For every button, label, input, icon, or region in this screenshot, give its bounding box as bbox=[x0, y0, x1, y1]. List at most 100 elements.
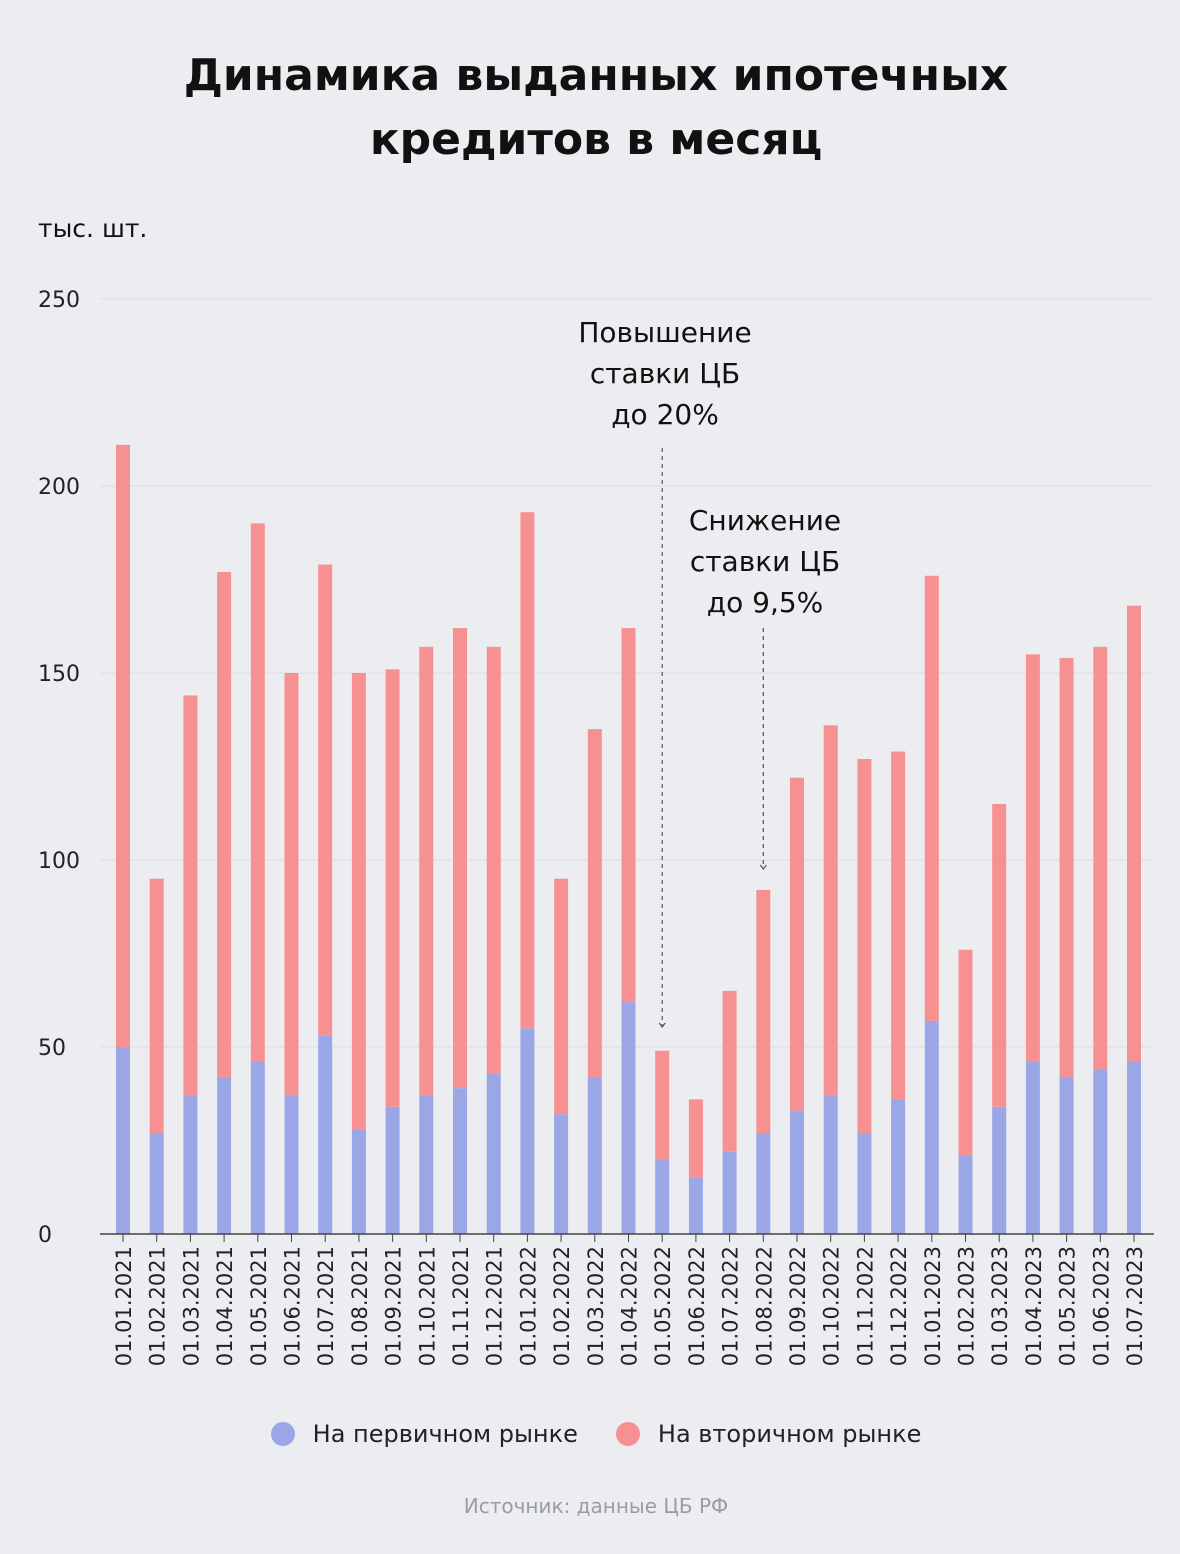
bar-segment-secondary bbox=[857, 759, 872, 1134]
annotation-arrowhead bbox=[658, 1022, 666, 1028]
annotation-text: до 9,5% bbox=[707, 586, 824, 619]
x-tick-label: 01.03.2023 bbox=[988, 1246, 1012, 1366]
bar-segment-primary bbox=[217, 1076, 232, 1234]
annotation-arrowhead bbox=[759, 864, 767, 870]
y-tick-label: 150 bbox=[38, 662, 80, 687]
bar-segment-secondary bbox=[149, 878, 164, 1134]
x-tick-label: 01.06.2022 bbox=[685, 1246, 709, 1366]
chart-title-line-2: кредитов в месяц bbox=[369, 114, 823, 165]
bar-segment-primary bbox=[486, 1073, 501, 1234]
bar-segment-secondary bbox=[1059, 658, 1074, 1077]
bar-segment-primary bbox=[655, 1159, 670, 1234]
bar-segment-primary bbox=[250, 1061, 265, 1234]
bar-segment-primary bbox=[823, 1095, 838, 1234]
bar-segment-secondary bbox=[1025, 654, 1040, 1062]
x-tick-label: 01.04.2023 bbox=[1022, 1246, 1046, 1366]
x-tick-label: 01.10.2022 bbox=[820, 1246, 844, 1366]
y-tick-label: 0 bbox=[38, 1223, 52, 1248]
annotation-text: Повышение bbox=[578, 316, 751, 349]
bar-segment-primary bbox=[621, 1002, 636, 1234]
bar-segment-primary bbox=[1025, 1061, 1040, 1234]
legend-label-secondary: На вторичном рынке bbox=[657, 1420, 922, 1448]
bar-segment-secondary bbox=[1127, 605, 1141, 1062]
y-tick-label: 200 bbox=[38, 475, 80, 500]
bar-segment-primary bbox=[891, 1099, 906, 1234]
bar-segment-secondary bbox=[756, 889, 771, 1134]
bar-segment-secondary bbox=[790, 777, 804, 1111]
bar-segment-primary bbox=[1127, 1061, 1141, 1234]
x-tick-label: 01.01.2022 bbox=[516, 1246, 540, 1366]
source-note: Источник: данные ЦБ РФ bbox=[463, 1494, 729, 1518]
x-tick-label: 01.01.2023 bbox=[921, 1246, 945, 1366]
bar-segment-primary bbox=[756, 1133, 771, 1234]
y-axis-unit-label: тыс. шт. bbox=[38, 214, 148, 243]
bar-segment-primary bbox=[587, 1076, 602, 1234]
bar-segment-secondary bbox=[453, 628, 467, 1089]
x-tick-label: 01.08.2021 bbox=[348, 1246, 372, 1366]
bar-segment-secondary bbox=[958, 949, 973, 1156]
x-tick-label: 01.12.2022 bbox=[887, 1246, 911, 1366]
bar-segment-secondary bbox=[217, 572, 232, 1077]
bar-segment-secondary bbox=[992, 803, 1007, 1107]
bar-segment-primary bbox=[958, 1155, 973, 1234]
bar-segment-primary bbox=[453, 1088, 467, 1234]
bar-segment-primary bbox=[992, 1106, 1007, 1234]
bar-segment-primary bbox=[385, 1106, 400, 1234]
bar-segment-secondary bbox=[116, 444, 130, 1047]
bar-segment-primary bbox=[790, 1110, 804, 1234]
bar-segment-secondary bbox=[520, 512, 535, 1029]
bar-segment-primary bbox=[318, 1035, 333, 1234]
bar-segment-primary bbox=[520, 1028, 535, 1234]
x-tick-label: 01.05.2021 bbox=[247, 1246, 271, 1366]
bar-segment-primary bbox=[554, 1114, 569, 1234]
stacked-bar-chart: 0 50 100 150 200 250 01.01.2021 01.02.2021 01.03… bbox=[38, 288, 1154, 1366]
bar-segment-secondary bbox=[486, 646, 501, 1074]
bar-segment-secondary bbox=[722, 990, 737, 1152]
bar-segment-primary bbox=[351, 1129, 366, 1234]
annotation-text: до 20% bbox=[611, 398, 719, 431]
x-tick-label: 01.02.2022 bbox=[550, 1246, 574, 1366]
bar-segment-primary bbox=[419, 1095, 434, 1234]
bar-segment-secondary bbox=[385, 669, 400, 1107]
bar-segment-primary bbox=[857, 1133, 872, 1234]
x-tick-label: 01.12.2021 bbox=[483, 1246, 507, 1366]
bar-segment-secondary bbox=[284, 673, 299, 1096]
x-tick-label: 01.10.2021 bbox=[415, 1246, 439, 1366]
bar-segment-secondary bbox=[924, 575, 939, 1021]
x-tick-label: 01.09.2022 bbox=[786, 1246, 810, 1366]
bar-segment-primary bbox=[1059, 1076, 1074, 1234]
legend-item-primary: На первичном рынке bbox=[270, 1420, 578, 1448]
x-tick-label: 01.07.2023 bbox=[1123, 1246, 1147, 1366]
bar-segment-primary bbox=[116, 1047, 130, 1234]
legend-swatch-secondary bbox=[615, 1422, 640, 1446]
x-tick-label: 01.09.2021 bbox=[382, 1246, 406, 1366]
y-tick-label: 100 bbox=[38, 849, 80, 874]
x-tick-label: 01.03.2021 bbox=[179, 1246, 203, 1366]
x-tick-label: 01.08.2022 bbox=[752, 1246, 776, 1366]
x-tick-label: 01.02.2021 bbox=[146, 1246, 170, 1366]
bar-segment-secondary bbox=[823, 725, 838, 1096]
bar-segment-secondary bbox=[554, 878, 569, 1115]
legend-swatch-primary bbox=[270, 1422, 295, 1446]
bar-segment-primary bbox=[149, 1133, 164, 1234]
x-tick-label: 01.06.2023 bbox=[1089, 1246, 1113, 1366]
bar-segment-secondary bbox=[1093, 646, 1108, 1070]
legend-item-secondary: На вторичном рынке bbox=[615, 1420, 922, 1448]
x-tick-label: 01.07.2021 bbox=[314, 1246, 338, 1366]
bar-segment-primary bbox=[722, 1151, 737, 1234]
bar-segment-primary bbox=[688, 1177, 703, 1234]
bar-segment-secondary bbox=[351, 673, 366, 1130]
x-tick-label: 01.06.2021 bbox=[281, 1246, 305, 1366]
x-tick-label: 01.07.2022 bbox=[719, 1246, 743, 1366]
bar-segment-primary bbox=[183, 1095, 198, 1234]
chart-title-line-1: Динамика выданных ипотечных bbox=[183, 50, 1009, 101]
x-tick-label: 01.11.2021 bbox=[449, 1246, 473, 1366]
x-tick-label: 01.04.2022 bbox=[618, 1246, 642, 1366]
annotation-text: ставки ЦБ bbox=[690, 545, 840, 578]
bar-segment-secondary bbox=[419, 646, 434, 1096]
bar-segment-primary bbox=[284, 1095, 299, 1234]
annotation-text: ставки ЦБ bbox=[590, 357, 740, 390]
bar-segment-primary bbox=[1093, 1069, 1108, 1234]
bar-segment-secondary bbox=[250, 523, 265, 1062]
bar-segment-secondary bbox=[688, 1099, 703, 1178]
